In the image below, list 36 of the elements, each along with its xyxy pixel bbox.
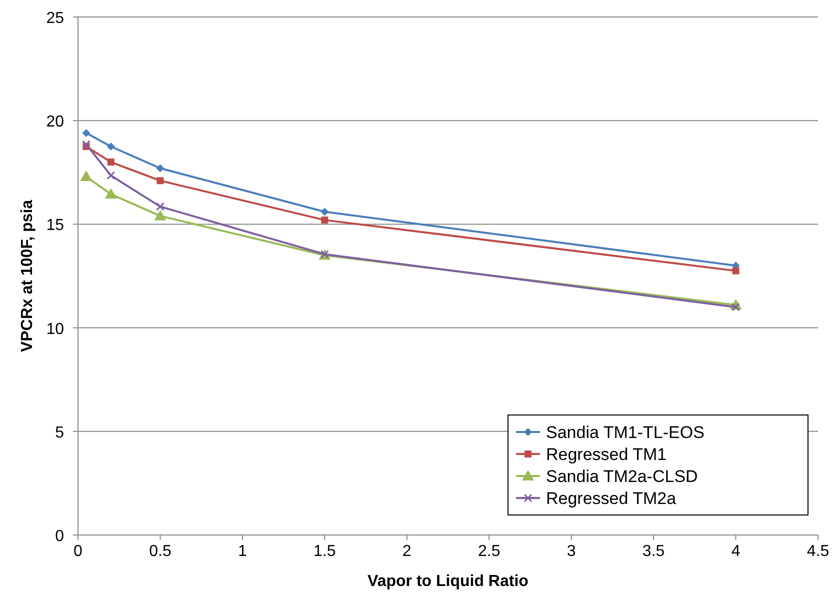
x-tick-label: 0.5 [149, 543, 172, 560]
x-tick-label: 0 [74, 543, 83, 560]
legend-label: Regressed TM1 [546, 445, 667, 464]
point [156, 164, 164, 172]
point [107, 158, 114, 166]
x-tick-label: 2 [402, 543, 412, 560]
y-tick-label: 25 [46, 10, 64, 27]
point [106, 171, 116, 180]
y-tick-label: 20 [46, 114, 64, 131]
point [156, 177, 164, 184]
point [80, 170, 92, 182]
point [82, 129, 90, 138]
point [106, 142, 115, 150]
point [321, 216, 328, 224]
legend-label: Regressed TM2a [546, 489, 677, 508]
x-tick-label: 1 [238, 543, 247, 560]
y-tick-label: 5 [55, 424, 64, 442]
x-tick-label: 1.5 [314, 543, 336, 560]
x-tick-label: 3.5 [642, 543, 665, 560]
point [104, 188, 117, 199]
point [732, 267, 740, 274]
y-axis-title: VPCRx at 100F, psia [19, 200, 36, 352]
x-axis-title: Vapor to Liquid Ratio [368, 573, 529, 590]
point [156, 202, 164, 211]
point [154, 210, 166, 220]
point [82, 140, 90, 149]
legend-label: Sandia TM2a-CLSD [546, 467, 698, 486]
x-tick-label: 3 [566, 543, 576, 560]
point [320, 208, 329, 216]
x-tick-label: 4 [731, 543, 740, 560]
y-tick-label: 0 [55, 528, 64, 545]
x-tick-label: 4.5 [806, 543, 830, 560]
y-tick-label: 10 [46, 320, 64, 338]
y-tick-label: 15 [46, 217, 64, 234]
x-tick-label: 2.5 [478, 543, 500, 560]
legend-label: Sandia TM1-TL-EOS [546, 423, 704, 442]
